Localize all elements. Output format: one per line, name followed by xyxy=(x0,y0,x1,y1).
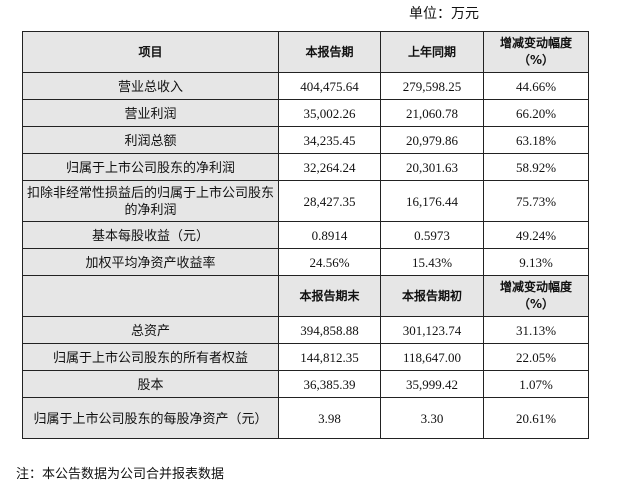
row-label xyxy=(22,275,279,317)
cell-value: 31.13% xyxy=(483,316,589,344)
table-row: 股本 36,385.39 35,999.42 1.07% xyxy=(22,370,589,398)
cell-value: 36,385.39 xyxy=(278,370,381,398)
cell-value: 24.56% xyxy=(278,248,381,276)
cell-value: 301,123.74 xyxy=(380,316,484,344)
cell-value: 404,475.64 xyxy=(278,72,381,100)
cell-value: 279,598.25 xyxy=(380,72,484,100)
cell-value: 本报告期 xyxy=(278,31,381,73)
cell-value: 9.13% xyxy=(483,248,589,276)
cell-value: 28,427.35 xyxy=(278,180,381,222)
table-row: 利润总额 34,235.45 20,979.86 63.18% xyxy=(22,126,589,154)
row-label: 营业利润 xyxy=(22,99,279,127)
cell-value: 34,235.45 xyxy=(278,126,381,154)
table-row: 营业总收入 404,475.64 279,598.25 44.66% xyxy=(22,72,589,100)
cell-value: 22.05% xyxy=(483,343,589,371)
table-row: 营业利润 35,002.26 21,060.78 66.20% xyxy=(22,99,589,127)
cell-value: 16,176.44 xyxy=(380,180,484,222)
table-row: 归属于上市公司股东的每股净资产（元） 3.98 3.30 20.61% xyxy=(22,397,589,439)
cell-value: 增减变动幅度（%） xyxy=(483,275,589,317)
cell-value: 上年同期 xyxy=(380,31,484,73)
cell-value: 3.98 xyxy=(278,397,381,439)
header-row: 项目 本报告期 上年同期 增减变动幅度（%） xyxy=(22,31,589,73)
cell-value: 20,979.86 xyxy=(380,126,484,154)
cell-value: 49.24% xyxy=(483,221,589,249)
cell-value: 75.73% xyxy=(483,180,589,222)
row-label: 归属于上市公司股东的净利润 xyxy=(22,153,279,181)
table-row: 总资产 394,858.88 301,123.74 31.13% xyxy=(22,316,589,344)
table-row: 归属于上市公司股东的净利润 32,264.24 20,301.63 58.92% xyxy=(22,153,589,181)
cell-value: 66.20% xyxy=(483,99,589,127)
row-label: 加权平均净资产收益率 xyxy=(22,248,279,276)
cell-value: 63.18% xyxy=(483,126,589,154)
cell-value: 58.92% xyxy=(483,153,589,181)
cell-value: 118,647.00 xyxy=(380,343,484,371)
row-label: 归属于上市公司股东的每股净资产（元） xyxy=(22,397,279,439)
row-label: 项目 xyxy=(22,31,279,73)
cell-value: 20.61% xyxy=(483,397,589,439)
cell-value: 增减变动幅度（%） xyxy=(483,31,589,73)
table-row: 基本每股收益（元） 0.8914 0.5973 49.24% xyxy=(22,221,589,249)
row-label: 基本每股收益（元） xyxy=(22,221,279,249)
cell-value: 44.66% xyxy=(483,72,589,100)
cell-value: 21,060.78 xyxy=(380,99,484,127)
unit-label: 单位：万元 xyxy=(409,7,479,22)
cell-value: 394,858.88 xyxy=(278,316,381,344)
row-label: 股本 xyxy=(22,370,279,398)
row-label: 利润总额 xyxy=(22,126,279,154)
cell-value: 35,999.42 xyxy=(380,370,484,398)
cell-value: 20,301.63 xyxy=(380,153,484,181)
row-label: 总资产 xyxy=(22,316,279,344)
table-row: 加权平均净资产收益率 24.56% 15.43% 9.13% xyxy=(22,248,589,276)
cell-value: 0.8914 xyxy=(278,221,381,249)
cell-value: 1.07% xyxy=(483,370,589,398)
cell-value: 0.5973 xyxy=(380,221,484,249)
financial-table: 项目 本报告期 上年同期 增减变动幅度（%） 营业总收入 404,475.64 279,59… xyxy=(22,31,589,439)
cell-value: 32,264.24 xyxy=(278,153,381,181)
row-label: 归属于上市公司股东的所有者权益 xyxy=(22,343,279,371)
cell-value: 本报告期末 xyxy=(278,275,381,317)
cell-value: 本报告期初 xyxy=(380,275,484,317)
table-row: 扣除非经常性损益后的归属于上市公司股东的净利润 28,427.35 16,176.4… xyxy=(22,180,589,222)
cell-value: 144,812.35 xyxy=(278,343,381,371)
cell-value: 15.43% xyxy=(380,248,484,276)
row-label: 扣除非经常性损益后的归属于上市公司股东的净利润 xyxy=(22,180,279,222)
table-row: 归属于上市公司股东的所有者权益 144,812.35 118,647.00 22.05… xyxy=(22,343,589,371)
header-row: 本报告期末 本报告期初 增减变动幅度（%） xyxy=(22,275,589,317)
row-label: 营业总收入 xyxy=(22,72,279,100)
footnote: 注：本公告数据为公司合并报表数据 xyxy=(16,466,225,481)
cell-value: 3.30 xyxy=(380,397,484,439)
cell-value: 35,002.26 xyxy=(278,99,381,127)
